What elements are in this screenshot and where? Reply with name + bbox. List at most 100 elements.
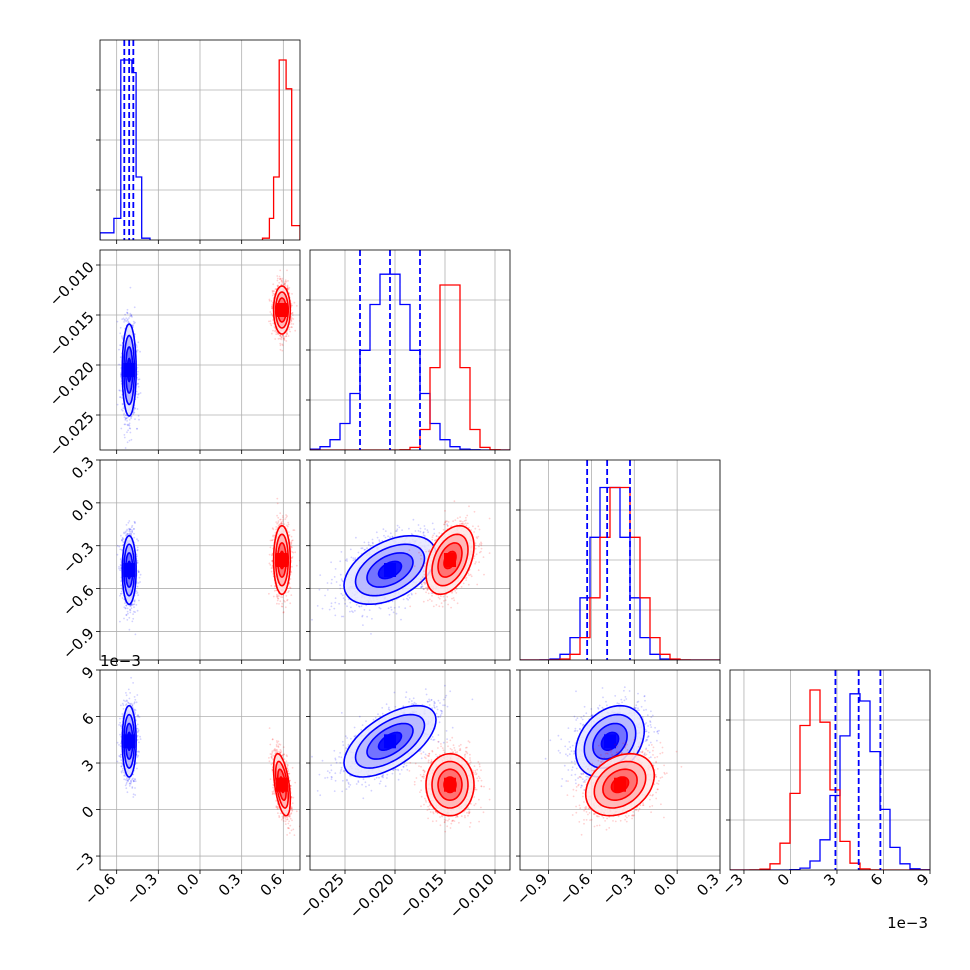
scatter-point-red: [280, 521, 283, 524]
density-core: [275, 303, 288, 317]
scatter-point-blue: [138, 571, 140, 573]
scatter-point-red: [284, 279, 287, 282]
contour-line: [126, 357, 132, 383]
scatter-point-blue: [135, 604, 138, 606]
scatter-point-blue: [123, 321, 125, 323]
scatter-point-blue: [127, 321, 130, 324]
scatter-point-blue: [134, 599, 136, 602]
scatter-point-blue: [133, 600, 136, 602]
scatter-point-blue: [124, 319, 126, 321]
scatter-point-red: [292, 323, 295, 325]
scatter-point-blue: [128, 530, 131, 533]
scatter-point-red: [291, 565, 293, 568]
scatter-point-red: [280, 523, 282, 525]
scatter-point-red: [290, 556, 293, 559]
scatter-point-blue: [121, 538, 123, 541]
scatter-point-blue: [129, 431, 132, 434]
scatter-point-blue: [125, 534, 128, 536]
scatter-point-red: [271, 305, 273, 308]
scatter-point-red: [269, 320, 272, 322]
scatter-point-red: [291, 304, 293, 307]
scatter-point-blue: [133, 520, 136, 523]
scatter-point-red: [286, 285, 289, 288]
scatter-point-red: [289, 541, 292, 544]
scatter-point-red: [288, 328, 291, 331]
scatter-point-red: [278, 275, 281, 278]
scatter-point-red: [279, 278, 282, 280]
scatter-point-blue: [129, 604, 132, 607]
scatter-point-blue: [119, 356, 122, 359]
histogram-blue: [310, 273, 510, 450]
scatter-point-blue: [136, 370, 139, 373]
scatter-point-red: [286, 333, 289, 335]
scatter-point-red: [271, 307, 274, 309]
scatter-point-blue: [132, 613, 135, 615]
scatter-point-blue: [128, 427, 131, 429]
scatter-point-blue: [125, 534, 127, 537]
scatter-point-blue: [120, 534, 122, 537]
scatter-point-red: [291, 556, 294, 558]
scatter-point-blue: [136, 428, 138, 430]
scatter-point-red: [268, 299, 271, 302]
scatter-point-blue: [134, 521, 136, 524]
scatter-point-blue: [120, 427, 123, 430]
scatter-point-red: [270, 300, 273, 302]
scatter-point-blue: [133, 610, 135, 613]
scatter-point-blue: [119, 592, 122, 595]
scatter-point-red: [280, 336, 283, 339]
scatter-point-red: [290, 304, 293, 307]
scatter-point-blue: [125, 613, 128, 616]
scatter-point-blue: [126, 423, 129, 426]
scatter-point-red: [283, 338, 286, 340]
scatter-point-red: [283, 336, 286, 338]
scatter-point-red: [279, 342, 282, 345]
scatter-point-red: [286, 269, 288, 272]
scatter-point-blue: [120, 548, 123, 551]
panel-1-1: [306, 249, 511, 454]
scatter-point-red: [291, 546, 293, 549]
scatter-point-blue: [118, 545, 121, 548]
scatter-point-blue: [121, 318, 124, 321]
scatter-point-blue: [116, 320, 119, 323]
scatter-point-red: [290, 320, 293, 323]
scatter-point-blue: [126, 312, 129, 315]
scatter-point-red: [281, 349, 284, 352]
scatter-point-blue: [120, 590, 123, 593]
scatter-point-red: [279, 337, 282, 340]
scatter-point-blue: [126, 619, 129, 621]
scatter-point-blue: [120, 567, 122, 570]
scatter-point-blue: [125, 414, 127, 417]
scatter-point-red: [281, 281, 284, 284]
scatter-point-blue: [119, 396, 122, 399]
scatter-point-red: [269, 539, 272, 542]
scatter-point-red: [286, 286, 289, 289]
scatter-point-red: [291, 539, 293, 542]
scatter-point-blue: [128, 527, 130, 530]
scatter-point-blue: [128, 533, 131, 536]
scatter-point-red: [284, 600, 286, 603]
scatter-point-blue: [129, 605, 132, 607]
scatter-point-blue: [137, 414, 140, 417]
scatter-point-red: [283, 337, 285, 340]
scatter-point-blue: [125, 604, 128, 607]
scatter-point-blue: [139, 392, 142, 394]
scatter-point-blue: [136, 349, 139, 351]
scatter-point-blue: [129, 427, 132, 430]
scatter-point-blue: [118, 363, 120, 366]
scatter-point-blue: [128, 424, 131, 427]
scatter-point-red: [274, 338, 277, 340]
scatter-point-red: [284, 280, 287, 283]
scatter-point-blue: [121, 335, 123, 338]
scatter-point-red: [283, 283, 286, 286]
scatter-point-red: [291, 312, 294, 314]
scatter-point-blue: [135, 344, 138, 347]
scatter-point-red: [269, 564, 272, 566]
scatter-point-red: [285, 280, 288, 283]
scatter-point-blue: [127, 320, 130, 323]
scatter-point-red: [278, 523, 281, 526]
histogram-red: [730, 689, 930, 870]
scatter-point-blue: [120, 375, 122, 378]
scatter-point-blue: [121, 397, 124, 399]
scatter-point-blue: [131, 603, 134, 606]
scatter-point-red: [291, 314, 294, 316]
